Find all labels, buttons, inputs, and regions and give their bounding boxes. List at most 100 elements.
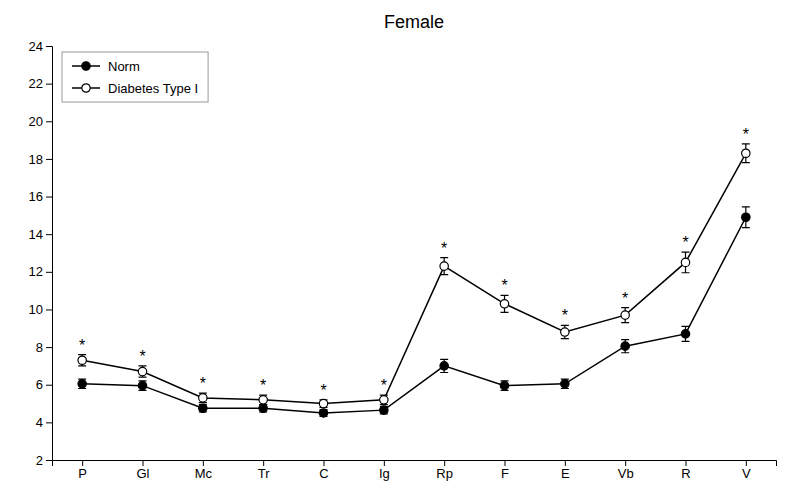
error-bar	[199, 393, 207, 402]
y-tick-mark	[46, 197, 52, 198]
x-tick-label: Mc	[195, 466, 213, 481]
y-tick: 6	[36, 377, 52, 392]
y-tick-label: 8	[36, 340, 43, 355]
y-tick: 4	[36, 415, 52, 430]
y-tick-mark	[46, 46, 52, 47]
y-tick-label: 20	[29, 114, 43, 129]
x-tick: Rp	[436, 460, 453, 481]
legend-swatch	[82, 84, 90, 92]
series-line	[82, 153, 746, 403]
y-tick-label: 6	[36, 377, 43, 392]
marker	[138, 381, 146, 389]
y-axis: 24681012141618202224	[29, 39, 53, 468]
marker	[500, 300, 508, 308]
x-tick: Tr	[258, 460, 270, 481]
y-tick-label: 2	[36, 453, 43, 468]
error-bar	[78, 379, 86, 388]
error-bar	[742, 207, 750, 228]
error-bar	[259, 404, 267, 412]
y-tick-label: 12	[29, 264, 43, 279]
marker	[621, 311, 629, 319]
marker	[138, 367, 146, 375]
error-bar	[199, 404, 207, 412]
annotation: *	[79, 337, 85, 354]
legend-swatch	[82, 62, 90, 70]
axis-line	[53, 461, 777, 467]
x-tick: R	[681, 460, 690, 481]
y-tick-mark	[46, 159, 52, 160]
x-tick: C	[319, 460, 328, 481]
y-tick-label: 24	[29, 39, 43, 54]
error-bar	[561, 379, 569, 388]
y-tick-mark	[46, 121, 52, 122]
x-tick-mark	[203, 460, 204, 466]
y-tick: 10	[29, 302, 52, 317]
legend-label: Diabetes Type I	[108, 81, 198, 96]
legend: Norm Diabetes Type I	[62, 52, 208, 102]
y-tick-label: 18	[29, 152, 43, 167]
annotation: *	[381, 377, 387, 394]
legend-item: Diabetes Type I	[72, 81, 198, 96]
marker	[380, 396, 388, 404]
legend-label: Norm	[108, 59, 140, 74]
y-tick-label: 16	[29, 189, 43, 204]
marker	[380, 406, 388, 414]
marker	[199, 394, 207, 402]
y-tick: 14	[29, 227, 52, 242]
x-axis: PGlMcTrCIgRpFEVbRV	[53, 460, 777, 481]
y-tick: 12	[29, 264, 52, 279]
y-tick-mark	[46, 460, 52, 461]
marker	[742, 213, 750, 221]
y-tick: 20	[29, 114, 52, 129]
y-tick: 8	[36, 340, 52, 355]
error-bar	[139, 366, 147, 377]
chart: FemalePGlMcTrCIgRpFEVbRV2468101214161820…	[0, 0, 800, 500]
y-tick-mark	[46, 347, 52, 348]
marker	[440, 262, 448, 270]
y-tick-mark	[46, 234, 52, 235]
y-tick: 22	[29, 76, 52, 91]
marker	[561, 380, 569, 388]
y-tick-mark	[46, 84, 52, 85]
marker	[561, 328, 569, 336]
y-tick-label: 14	[29, 227, 43, 242]
x-tick: Vb	[618, 460, 634, 481]
x-tick-mark	[384, 460, 385, 466]
marker	[319, 399, 327, 407]
annotation: *	[260, 377, 266, 394]
error-bar	[259, 395, 267, 404]
marker	[319, 409, 327, 417]
x-tick-label: P	[78, 466, 87, 481]
y-tick-mark	[46, 272, 52, 273]
x-tick-mark	[263, 460, 264, 466]
marker	[259, 396, 267, 404]
error-bar	[621, 340, 629, 353]
x-tick: F	[501, 460, 509, 481]
plot-area	[78, 144, 750, 417]
error-bar	[320, 400, 328, 408]
marker	[681, 330, 689, 338]
error-bar	[78, 355, 86, 366]
marker	[621, 342, 629, 350]
axis-line	[46, 47, 53, 461]
x-tick: E	[561, 460, 570, 481]
x-tick: V	[742, 460, 751, 481]
x-tick: Mc	[195, 460, 213, 481]
x-tick-mark	[324, 460, 325, 466]
annotations: ************	[79, 126, 749, 399]
series-line	[82, 217, 746, 413]
annotation: *	[501, 277, 507, 294]
error-bar	[742, 144, 750, 163]
x-tick-mark	[746, 460, 747, 466]
legend-item: Norm	[72, 59, 140, 74]
marker	[500, 381, 508, 389]
marker	[199, 404, 207, 412]
x-tick-mark	[444, 460, 445, 466]
error-bar	[440, 258, 448, 275]
marker	[742, 149, 750, 157]
y-tick-label: 22	[29, 76, 43, 91]
x-tick-label: Rp	[436, 466, 453, 481]
x-tick-mark	[686, 460, 687, 466]
marker	[681, 258, 689, 266]
marker	[78, 356, 86, 364]
